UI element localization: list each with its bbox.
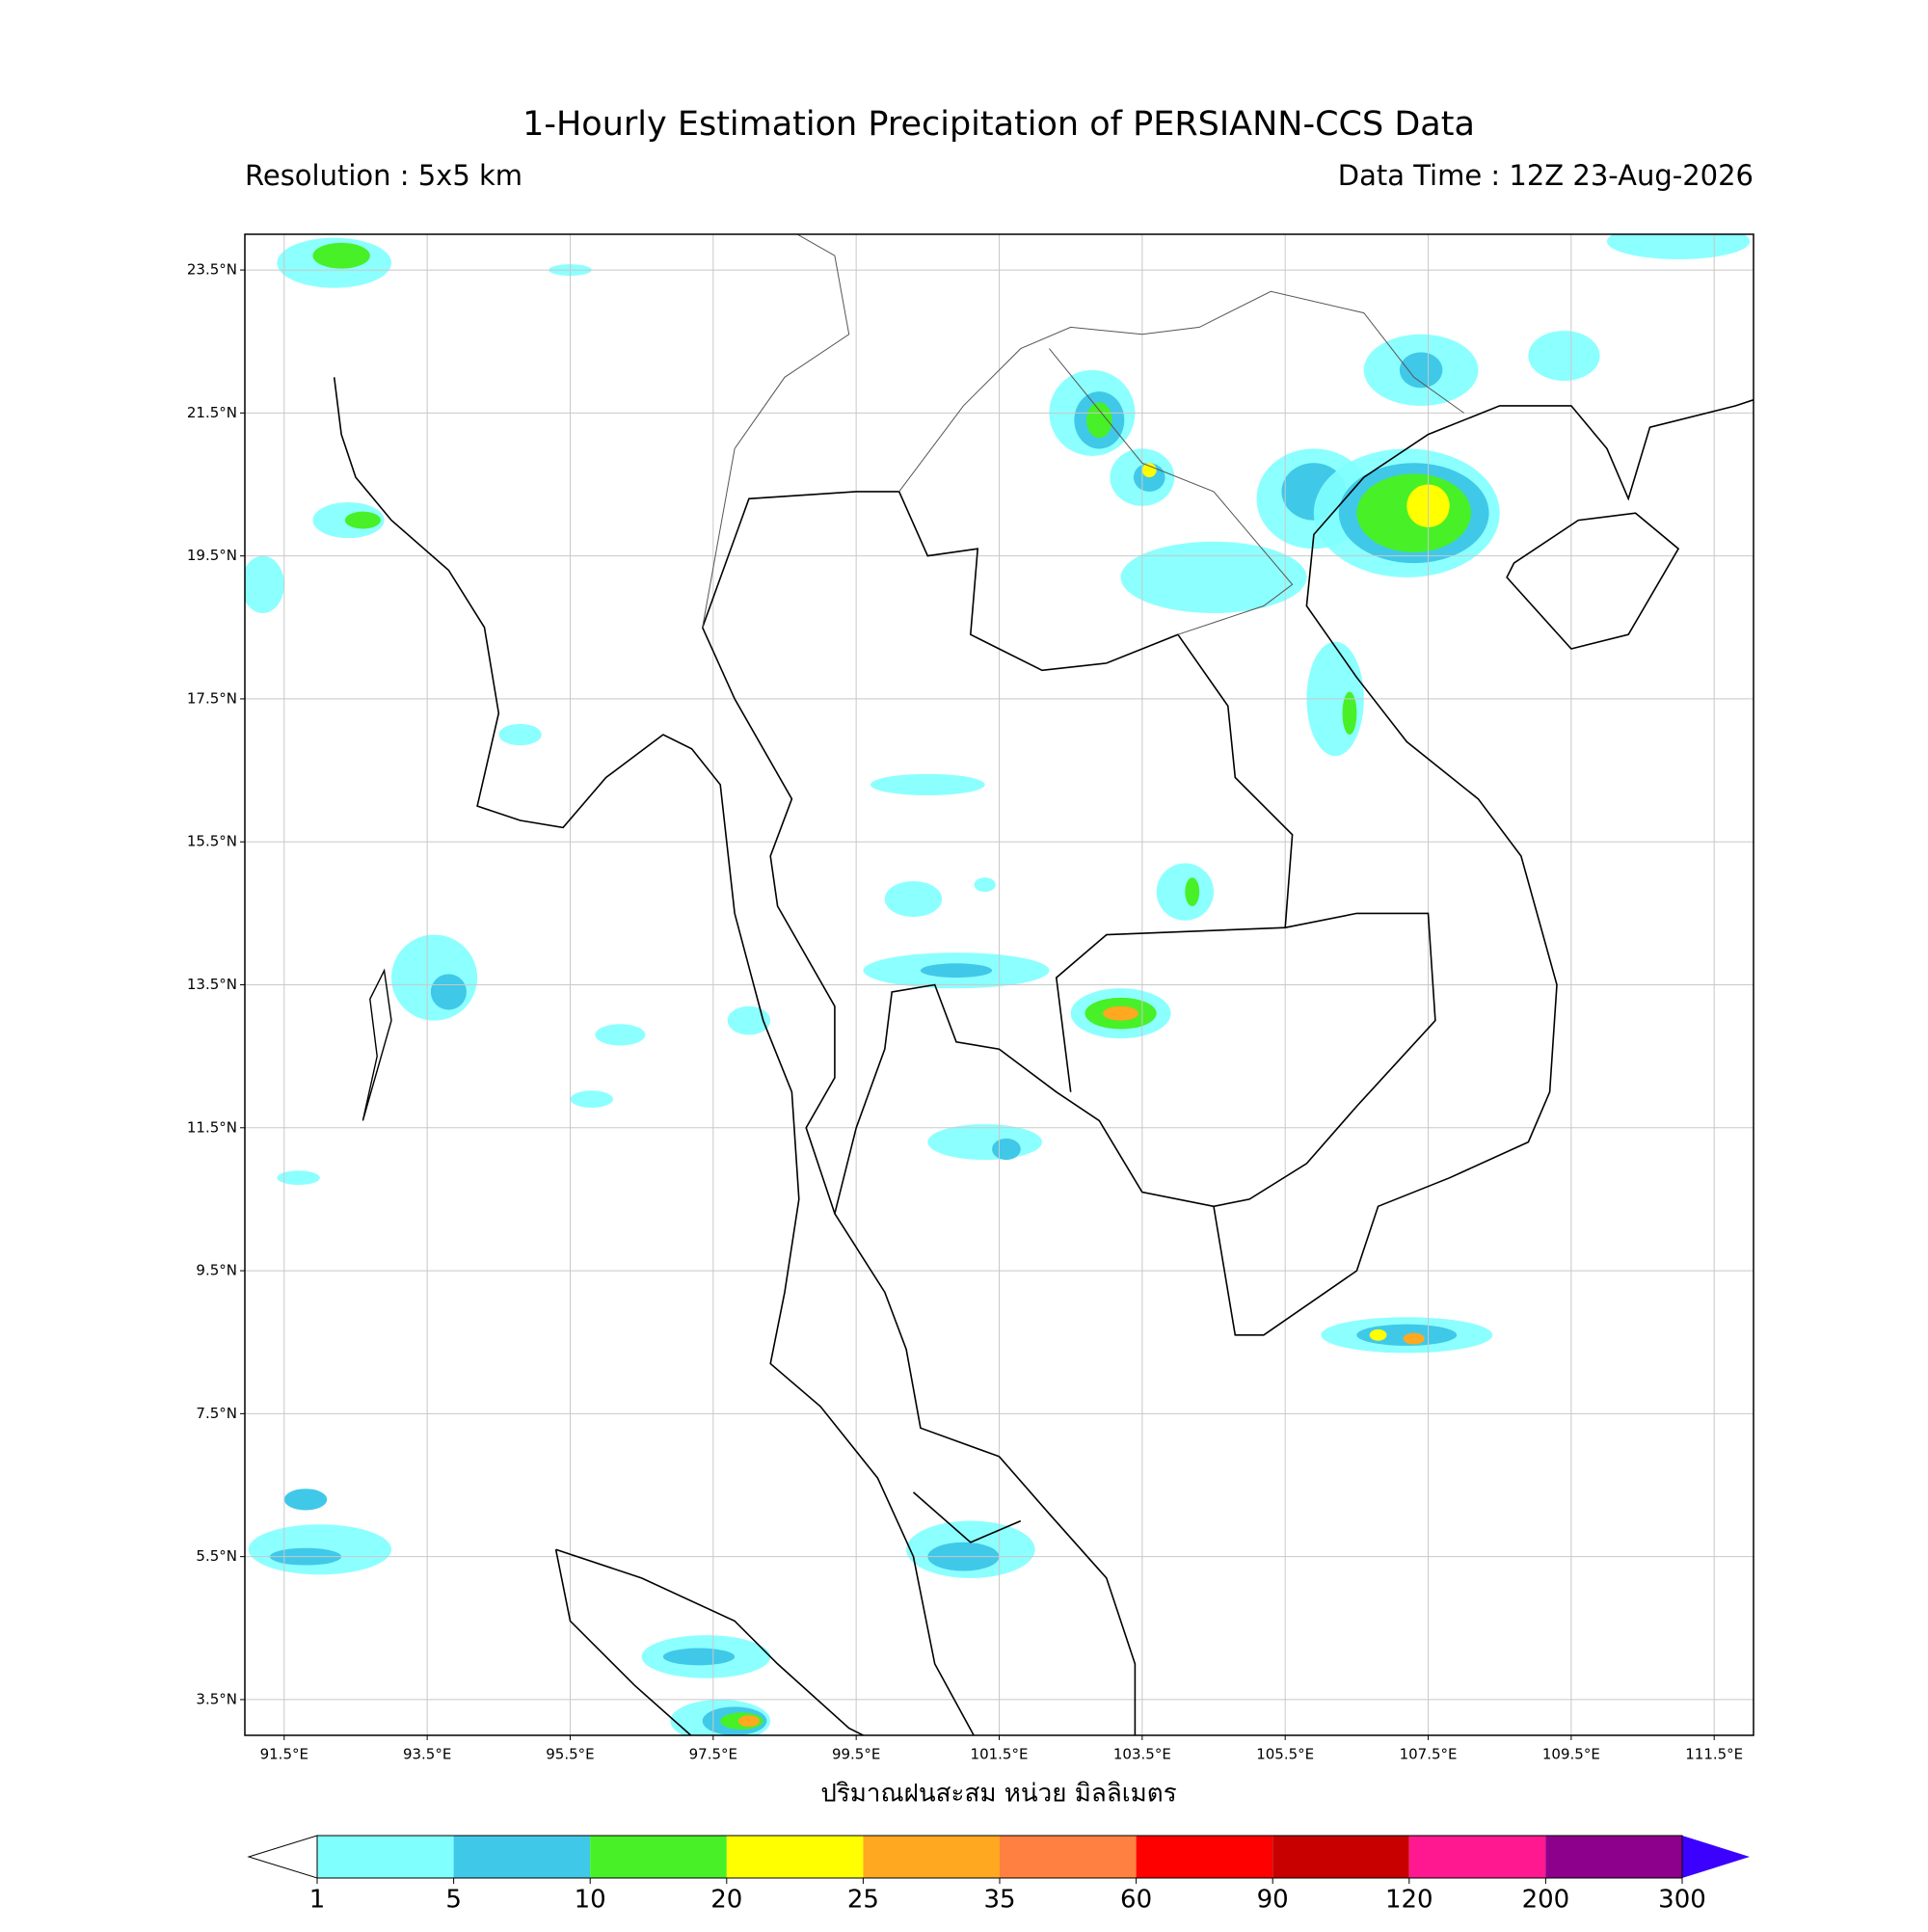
lon-tick-label: 91.5°E (260, 1746, 308, 1763)
lat-tick-label: 7.5°N (196, 1405, 237, 1422)
coastline (555, 1548, 866, 1735)
colorbar-box (726, 1836, 864, 1878)
country-border (898, 290, 1464, 493)
data-time: Data Time : 12Z 23-Aug-2026 (1338, 159, 1754, 192)
rain-area (1606, 234, 1751, 259)
x-axis-label: ปริมาณฝนสะสม หน่วย มิลลิเมตร (820, 1780, 1176, 1809)
colorbar-box (453, 1836, 591, 1878)
colorbar-box (317, 1836, 454, 1878)
rain-area (1403, 1332, 1425, 1345)
colorbar-label: 200 (1522, 1886, 1570, 1915)
lon-tick-label: 101.5°E (971, 1746, 1029, 1763)
colorbar-label: 10 (575, 1886, 606, 1915)
lon-tick-label: 97.5°E (689, 1746, 737, 1763)
rain-area (344, 511, 381, 529)
rain-area (1103, 1006, 1139, 1021)
rain-area (1399, 352, 1443, 389)
lat-tick-label: 21.5°N (187, 404, 237, 421)
coastline (333, 377, 976, 1735)
lat-tick-label: 17.5°N (187, 689, 237, 707)
lat-tick-label: 11.5°N (187, 1118, 237, 1136)
lat-tick-label: 19.5°N (187, 547, 237, 564)
colorbar-over (1682, 1836, 1750, 1878)
rain-area (727, 1006, 771, 1035)
lat-tick-label: 3.5°N (196, 1690, 237, 1707)
lon-tick-label: 111.5°E (1685, 1746, 1743, 1763)
country-border (1049, 348, 1294, 635)
rain-area (1369, 1328, 1387, 1341)
rain-area (430, 974, 467, 1010)
lat-tick-label: 15.5°N (187, 833, 237, 850)
rain-area (283, 1489, 328, 1511)
lon-tick-label: 105.5°E (1256, 1746, 1314, 1763)
rain-area (992, 1138, 1021, 1161)
rain-area (1528, 331, 1600, 382)
colorbar-box (1272, 1836, 1409, 1878)
rain-area (1185, 877, 1200, 906)
lon-tick-label: 103.5°E (1113, 1746, 1171, 1763)
colorbar-box (590, 1836, 727, 1878)
colorbar-box (1136, 1836, 1273, 1878)
country-border (1213, 912, 1436, 1208)
lon-tick-label: 95.5°E (546, 1746, 594, 1763)
colorbar-box (863, 1836, 1000, 1878)
lat-tick-label: 5.5°N (196, 1547, 237, 1565)
rain-area (884, 880, 943, 918)
rain-area (1342, 691, 1357, 736)
colorbar-label: 25 (847, 1886, 879, 1915)
map-frame (244, 233, 1754, 1736)
title: 1-Hourly Estimation Precipitation of PER… (522, 105, 1475, 144)
rain-area (312, 242, 370, 269)
lat-tick-label: 23.5°N (187, 261, 237, 279)
thailand-border (912, 1491, 1022, 1543)
lat-tick-label: 13.5°N (187, 976, 237, 993)
rain-area (927, 1124, 1043, 1161)
colorbar-box (1408, 1836, 1546, 1878)
colorbar-under (247, 1835, 318, 1879)
colorbar-label: 1 (309, 1886, 326, 1915)
rain-area (570, 1090, 613, 1109)
thailand-border (701, 491, 1294, 1092)
colorbar-label: 35 (983, 1886, 1015, 1915)
colorbar-label: 120 (1385, 1886, 1433, 1915)
coastline (554, 1549, 692, 1735)
rain-area (498, 723, 542, 746)
coastline (1506, 512, 1680, 650)
colorbar-label: 300 (1658, 1886, 1706, 1915)
lon-tick-label: 99.5°E (832, 1746, 880, 1763)
coastline (834, 398, 1754, 1735)
rain-area (245, 555, 284, 613)
thailand-border (701, 627, 836, 1215)
colorbar-label: 90 (1257, 1886, 1289, 1915)
colorbar-label: 20 (710, 1886, 742, 1915)
lat-tick-label: 9.5°N (196, 1262, 237, 1279)
rain-area (1120, 541, 1307, 613)
resolution: Resolution : 5x5 km (245, 159, 522, 192)
rain-area (662, 1648, 736, 1666)
lon-tick-label: 107.5°E (1400, 1746, 1458, 1763)
rain-area (277, 1170, 320, 1186)
lon-tick-label: 93.5°E (403, 1746, 451, 1763)
coastline (362, 968, 392, 1121)
colorbar-label: 60 (1120, 1886, 1152, 1915)
rain-area (974, 877, 996, 893)
rain-area (870, 773, 985, 796)
rain-area (595, 1024, 646, 1046)
rain-area (920, 963, 993, 979)
colorbar-box (1000, 1836, 1137, 1878)
colorbar-box (1545, 1836, 1682, 1878)
rain-area (391, 934, 478, 1021)
lon-tick-label: 109.5°E (1542, 1746, 1600, 1763)
rain-area (1085, 402, 1112, 439)
rain-area (1141, 463, 1157, 478)
country-border (702, 234, 850, 628)
rain-area (737, 1715, 761, 1728)
colorbar-label: 5 (445, 1886, 462, 1915)
map-layer (245, 234, 1754, 1735)
